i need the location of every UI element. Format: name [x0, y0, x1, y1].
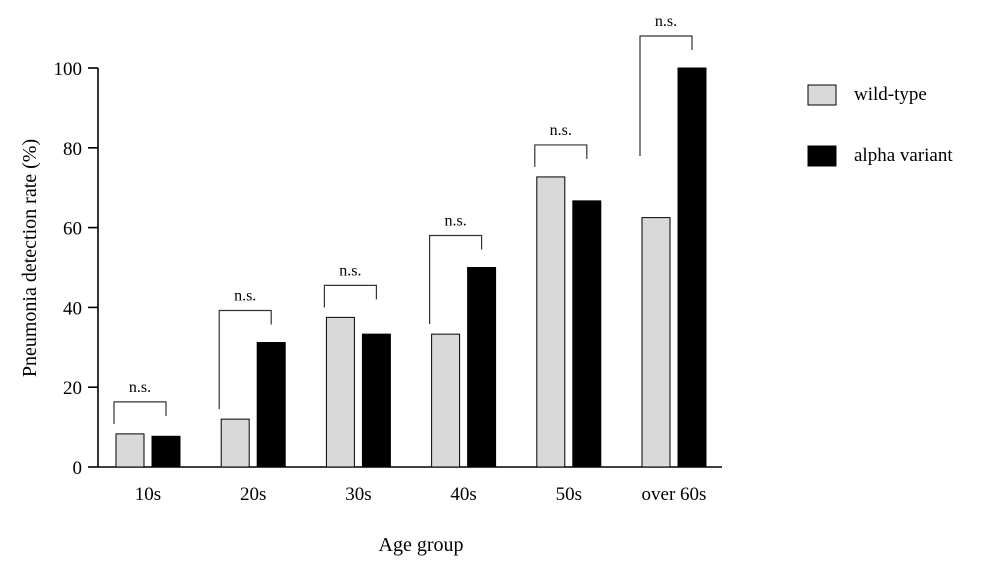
significance-label: n.s. — [655, 13, 677, 30]
x-axis-title: Age group — [379, 534, 464, 556]
significance-label: n.s. — [550, 122, 572, 139]
bar-wild-type-50s — [536, 176, 566, 468]
y-axis-title: Pneumonia detection rate (%) — [19, 139, 41, 377]
y-tick-label: 100 — [54, 59, 83, 80]
bar-wild-type-over-60s — [641, 217, 671, 468]
bar-wild-type-10s — [115, 433, 145, 468]
y-tick-label: 40 — [63, 298, 82, 319]
legend-label-alpha-variant: alpha variant — [854, 145, 953, 166]
bar-alpha-variant-10s — [151, 435, 181, 468]
bar-alpha-variant-50s — [572, 200, 602, 468]
x-tick-label: over 60s — [642, 484, 707, 505]
significance-bracket — [323, 284, 377, 308]
bar-alpha-variant-30s — [361, 333, 391, 468]
significance-bracket — [218, 309, 272, 410]
bars — [115, 67, 707, 468]
y-tick-label: 20 — [63, 378, 82, 399]
significance-bracket — [534, 144, 588, 167]
y-tick-label: 80 — [63, 139, 82, 160]
significance-brackets: n.s. n.s. n.s. n.s. n.s. n.s. — [113, 13, 693, 424]
y-axis: 0 20 40 60 80 100 — [54, 59, 99, 479]
bar-alpha-variant-over-60s — [677, 67, 707, 468]
significance-label: n.s. — [234, 288, 256, 305]
legend-label-wild-type: wild-type — [854, 84, 927, 105]
legend: wild-type alpha variant — [807, 84, 953, 167]
x-axis: 10s 20s 30s 40s 50s over 60s — [98, 466, 722, 505]
bar-wild-type-20s — [220, 418, 250, 468]
bar-alpha-variant-40s — [467, 267, 497, 468]
x-tick-label: 40s — [450, 484, 476, 505]
significance-bracket — [429, 234, 483, 325]
significance-label: n.s. — [339, 262, 361, 279]
legend-swatch-alpha-variant — [807, 145, 837, 167]
significance-bracket — [639, 35, 693, 156]
significance-label: n.s. — [129, 379, 151, 396]
significance-bracket — [113, 401, 167, 424]
legend-swatch-wild-type — [807, 84, 837, 106]
y-tick-label: 60 — [63, 219, 82, 240]
x-tick-label: 30s — [345, 484, 371, 505]
bar-alpha-variant-20s — [256, 342, 286, 468]
bar-wild-type-30s — [325, 316, 355, 468]
x-tick-label: 20s — [240, 484, 266, 505]
bar-wild-type-40s — [431, 333, 461, 468]
x-tick-label: 10s — [135, 484, 161, 505]
y-tick-label: 0 — [73, 458, 83, 479]
x-tick-label: 50s — [556, 484, 582, 505]
significance-label: n.s. — [444, 213, 466, 230]
